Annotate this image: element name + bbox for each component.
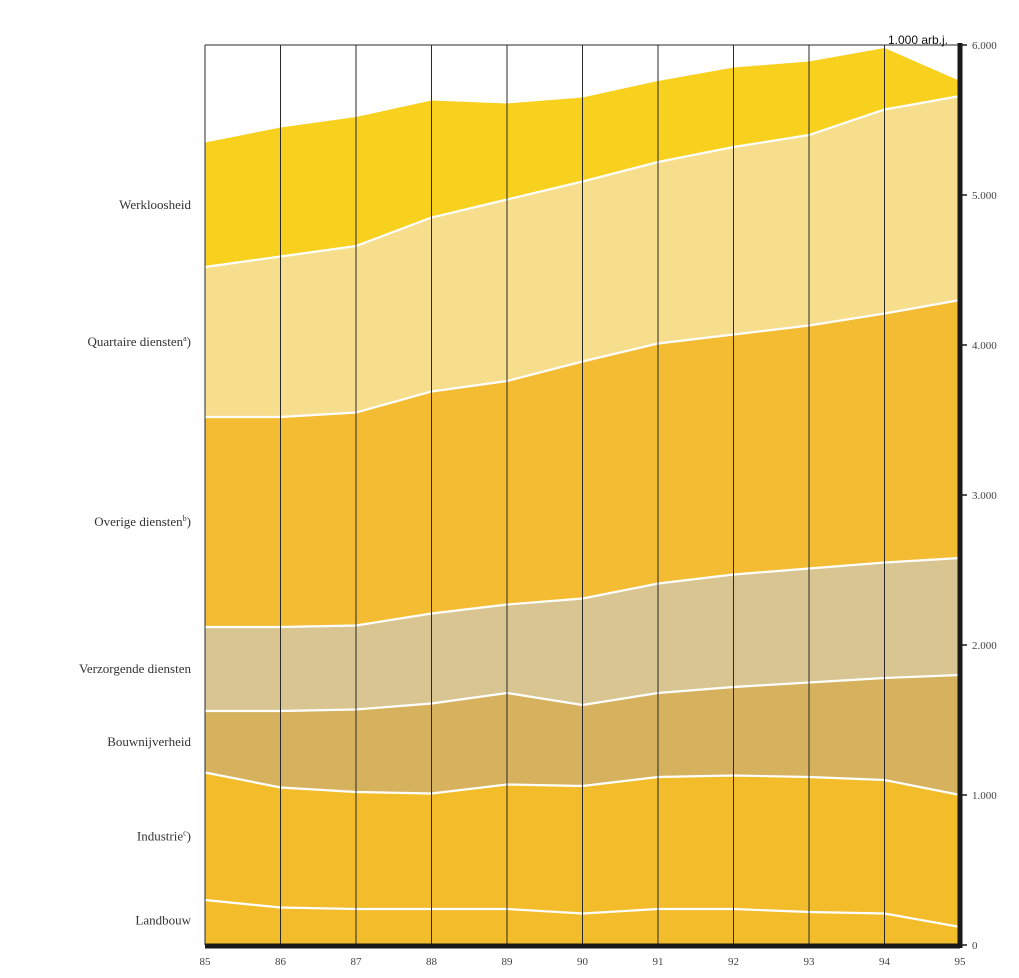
series-name: Werkloosheid	[119, 197, 191, 212]
series-footnote-suffix: )	[187, 828, 191, 843]
series-label-verzorgende-diensten: Verzorgende diensten	[79, 661, 192, 676]
y-tick-label: 2.000	[972, 640, 997, 652]
series-name: Industrie	[137, 828, 183, 843]
frame-layer	[204, 43, 963, 949]
x-tick-label: 94	[879, 956, 891, 968]
y-tick-label: 0	[972, 940, 978, 952]
series-label-landbouw: Landbouw	[135, 912, 191, 927]
x-tick-label: 89	[502, 956, 514, 968]
x-tick-label: 85	[200, 956, 212, 968]
series-footnote-marker: c	[183, 828, 187, 837]
y-tick-label: 1.000	[972, 790, 997, 802]
y-tick-label: 3.000	[972, 490, 997, 502]
x-tick-label: 93	[804, 956, 816, 968]
y-tick-labels: 0 1.000 2.000 3.000 4.000 5.000 6.000	[962, 40, 997, 952]
series-name: Bouwnijverheid	[107, 734, 191, 749]
x-tick-label: 95	[955, 956, 967, 968]
series-footnote-marker: a	[183, 334, 187, 343]
series-label-quartaire-diensten: Quartaire dienstena)	[87, 334, 191, 349]
x-tick-labels: 85 86 87 88 89 90 91 92 93 94 95	[200, 956, 967, 968]
series-label-bouwnijverheid: Bouwnijverheid	[107, 734, 191, 749]
y-unit-label: 1.000 arb.j.	[888, 33, 948, 47]
x-tick-label: 88	[426, 956, 438, 968]
series-name: Verzorgende diensten	[79, 661, 192, 676]
label-layer: Landbouw Industriec) Bouwnijverheid Verzorg…	[79, 197, 192, 928]
x-tick-label: 92	[728, 956, 739, 968]
series-name: Overige diensten	[94, 514, 183, 529]
series-label-werkloosheid: Werkloosheid	[119, 197, 191, 212]
x-tick-label: 90	[577, 956, 589, 968]
x-tick-label: 91	[653, 956, 664, 968]
series-label-overige-diensten: Overige dienstenb)	[94, 514, 191, 529]
series-footnote-marker: b	[183, 514, 187, 523]
series-footnote-suffix: )	[187, 334, 191, 349]
x-tick-label: 87	[351, 956, 363, 968]
grid-layer	[280, 45, 885, 945]
y-tick-label: 5.000	[972, 190, 997, 202]
y-tick-label: 4.000	[972, 340, 997, 352]
series-name: Landbouw	[135, 912, 191, 927]
y-tick-label: 6.000	[972, 40, 997, 52]
x-tick-label: 86	[275, 956, 287, 968]
series-footnote-suffix: )	[187, 514, 191, 529]
series-label-industrie: Industriec)	[137, 828, 191, 843]
series-name: Quartaire diensten	[87, 334, 183, 349]
